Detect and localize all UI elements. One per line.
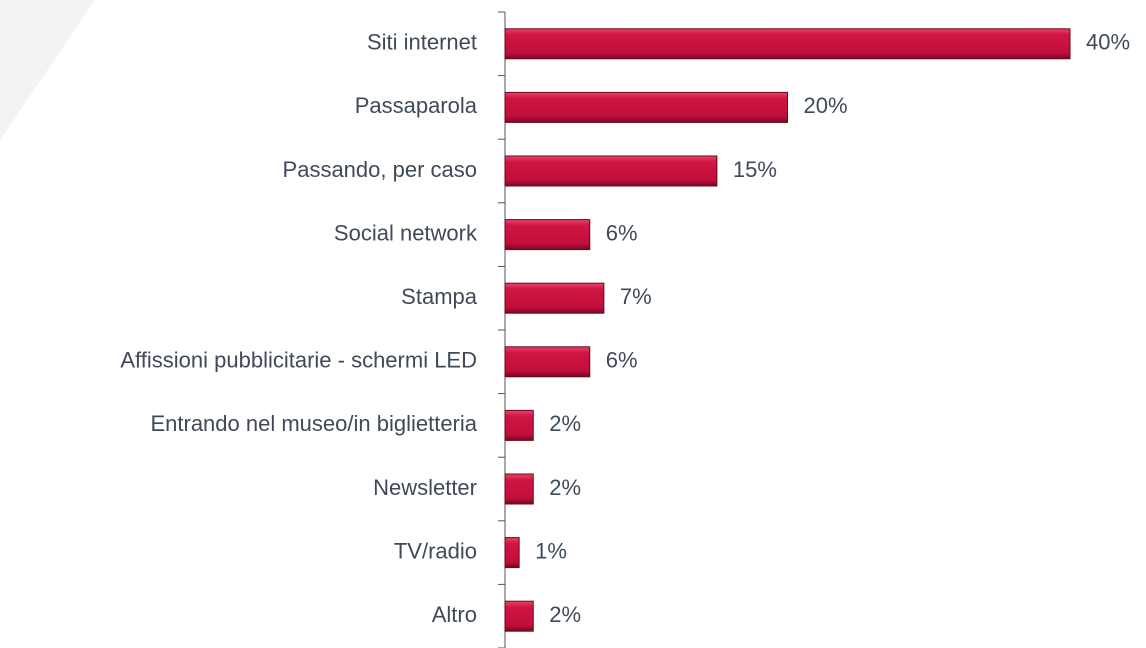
category-label: Newsletter (373, 475, 477, 500)
bar (504, 91, 788, 123)
category-label: Social network (334, 220, 478, 245)
category-label: TV/radio (394, 538, 477, 563)
bar (504, 282, 605, 314)
data-label: 2% (549, 475, 581, 500)
bar (504, 473, 534, 505)
data-label: 20% (804, 93, 848, 118)
category-label: Stampa (401, 284, 478, 309)
data-label: 6% (606, 348, 638, 373)
data-label: 15% (733, 157, 777, 182)
data-label: 2% (549, 411, 581, 436)
data-label: 6% (606, 220, 638, 245)
bar (504, 346, 591, 378)
bar (504, 409, 534, 441)
category-label: Passando, per caso (283, 157, 477, 182)
bar (504, 28, 1071, 60)
background-decoration (0, 0, 95, 140)
data-label: 2% (549, 602, 581, 627)
data-label: 7% (620, 284, 652, 309)
bar (504, 219, 591, 251)
category-label: Passaparola (355, 93, 478, 118)
data-label: 40% (1086, 30, 1130, 55)
data-label: 1% (535, 538, 567, 563)
category-label: Altro (432, 602, 477, 627)
category-label: Siti internet (367, 30, 477, 55)
category-label: Entrando nel museo/in biglietteria (150, 411, 477, 436)
category-label: Affissioni pubblicitarie - schermi LED (120, 348, 477, 373)
bar (504, 155, 718, 187)
bar (504, 537, 520, 569)
plot-area: Siti internet 40% Passaparola 20% Passando, … (120, 11, 1130, 648)
bar (504, 600, 534, 632)
